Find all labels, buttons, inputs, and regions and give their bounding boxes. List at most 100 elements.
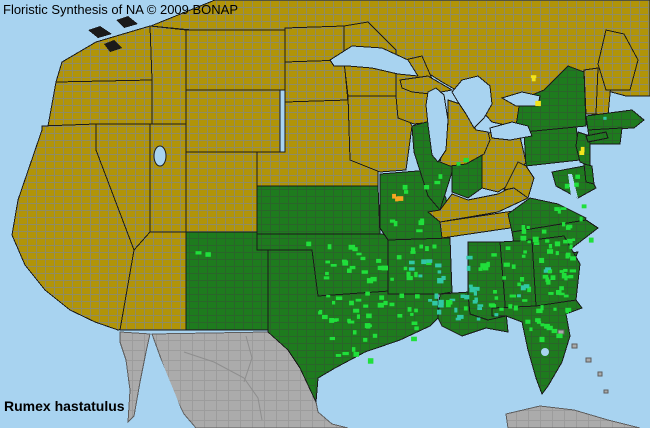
county-marker-oklahoma: [361, 270, 368, 274]
county-marker-south-carolina: [559, 270, 565, 273]
county-marker-virginia-east: [581, 204, 587, 209]
lake-erie: [489, 121, 533, 141]
county-marker-florida-north: [556, 333, 563, 339]
county-marker-oklahoma: [381, 265, 388, 271]
county-marker-texas-east: [347, 320, 355, 324]
lake-okeechobee: [541, 348, 549, 356]
species-name-label: Rumex hastatulus: [4, 398, 125, 414]
county-marker-louisiana-green: [463, 306, 468, 311]
county-marker-florida-north: [535, 318, 541, 323]
county-marker-texas-east: [334, 318, 339, 322]
county-marker-arkansas: [410, 247, 416, 252]
county-marker-mississippi: [482, 266, 489, 271]
county-marker-new-mexico: [205, 252, 211, 257]
county-marker-louisiana: [476, 317, 481, 321]
state-colorado: [185, 151, 258, 233]
island: [116, 16, 138, 28]
county-marker-alabama: [520, 277, 525, 282]
water-features-layer: [153, 45, 578, 356]
county-marker-texas-east: [372, 333, 378, 338]
county-marker-north-carolina: [565, 225, 571, 230]
county-marker-oklahoma: [327, 244, 332, 250]
county-marker-oklahoma: [406, 276, 413, 281]
county-marker-new-jersey-rare: [579, 150, 585, 155]
county-marker-florida-panhandle: [536, 308, 543, 314]
county-marker-louisiana-green: [446, 300, 453, 305]
county-marker-alabama: [522, 299, 528, 302]
state-florida: [491, 299, 583, 395]
county-marker-mississippi-west: [469, 286, 476, 293]
county-marker-oklahoma: [414, 271, 418, 278]
county-marker-louisiana-river: [437, 304, 444, 308]
county-marker-texas-east: [326, 294, 331, 298]
county-marker-texas-east: [411, 336, 417, 342]
county-marker-georgia: [554, 241, 561, 247]
county-marker-oklahoma: [325, 260, 330, 264]
county-marker-oklahoma: [349, 265, 356, 270]
county-marker-arkansas-south: [435, 263, 442, 268]
state-arizona: [119, 231, 187, 331]
county-marker-missouri-southwest: [393, 221, 398, 227]
county-marker-north-carolina: [541, 229, 547, 234]
county-marker-virginia-east: [560, 207, 567, 210]
county-marker-texas-east: [355, 298, 362, 302]
great-salt-lake: [153, 145, 167, 167]
county-marker-south-carolina: [561, 273, 567, 279]
county-marker-florida-panhandle: [508, 304, 513, 309]
region-cuba: [505, 405, 641, 428]
county-marker-north-carolina: [521, 225, 525, 230]
county-marker-georgia: [556, 290, 562, 295]
pacific-coast-islands: [88, 16, 138, 52]
county-marker-north-carolina: [572, 238, 576, 241]
county-marker-texas-east: [353, 308, 360, 313]
county-marker-florida-north: [544, 323, 550, 329]
county-marker-mississippi: [491, 253, 497, 257]
county-marker-mississippi-west: [468, 284, 473, 288]
county-marker-illinois: [434, 180, 441, 185]
county-marker-florida-panhandle: [540, 305, 544, 311]
county-marker-mississippi: [486, 261, 490, 268]
county-marker-texas-east: [364, 323, 371, 328]
county-marker-north-carolina: [545, 239, 550, 243]
county-marker-mississippi: [493, 290, 497, 294]
county-marker-louisiana: [454, 307, 458, 313]
county-marker-north-carolina: [562, 222, 566, 227]
county-marker-south-carolina: [565, 253, 570, 259]
county-marker-maryland-delaware: [575, 174, 580, 179]
county-marker-missouri-extirpated: [397, 196, 404, 201]
state-oregon: [47, 79, 153, 127]
state-massachusetts: [585, 109, 645, 131]
county-marker-texas-east: [389, 302, 395, 307]
county-marker-florida-panhandle: [499, 307, 504, 311]
county-marker-oklahoma: [348, 244, 356, 250]
region-baja-california: [119, 331, 151, 424]
county-marker-mississippi-west: [466, 265, 471, 271]
county-marker-north-carolina: [527, 240, 531, 244]
county-marker-alabama: [521, 254, 526, 258]
county-marker-mississippi: [478, 267, 483, 271]
county-marker-new-york-rare-2: [535, 100, 541, 107]
county-marker-arkansas: [432, 244, 437, 249]
county-marker-south-carolina: [568, 275, 574, 279]
county-marker-arkansas-south: [441, 275, 446, 280]
county-marker-georgia: [545, 277, 550, 283]
county-marker-north-carolina: [588, 237, 594, 243]
county-marker-south-carolina: [542, 274, 549, 279]
island: [557, 329, 565, 335]
county-marker-alabama-south: [523, 284, 530, 289]
county-marker-louisiana: [494, 313, 499, 317]
county-marker-north-carolina: [526, 226, 530, 230]
county-marker-texas-coast: [335, 354, 342, 357]
county-marker-louisiana: [460, 294, 465, 298]
county-marker-missouri-southwest: [420, 218, 425, 223]
county-marker-texas-east: [363, 337, 368, 342]
county-marker-texas-east: [399, 293, 404, 298]
county-marker-oklahoma: [325, 271, 329, 276]
county-marker-georgia: [563, 294, 569, 298]
county-marker-texas-east: [363, 304, 369, 308]
county-marker-oklahoma: [347, 268, 352, 273]
county-marker-north-carolina: [563, 239, 567, 244]
county-marker-south-carolina: [563, 268, 568, 272]
state-new-mexico: [185, 231, 269, 331]
